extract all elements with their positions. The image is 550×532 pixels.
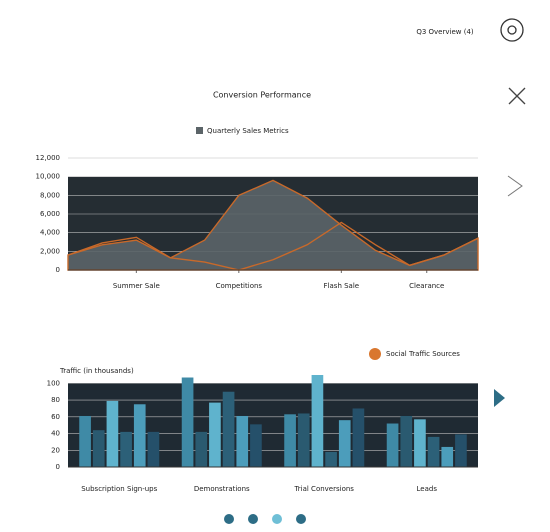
chart-title: Conversion Performance [213,91,311,100]
x-tick-label: Demonstrations [194,485,250,493]
x-tick-label: Flash Sale [324,282,360,290]
x-tick-label: Clearance [409,282,444,290]
line [67,221,479,271]
bar [338,420,351,467]
y-tick-label: 60 [51,413,60,421]
legend-label: Social Traffic Sources [386,350,460,358]
pagination[interactable] [224,514,306,524]
bar [236,415,249,467]
x-tick-label: Summer Sale [113,282,160,290]
bar [400,415,413,467]
bar [92,430,105,467]
bar [79,415,91,467]
next-button[interactable] [507,175,523,197]
bar [195,431,208,467]
bar [297,413,310,467]
bar [133,404,146,467]
y-tick-label: 2,000 [40,247,60,255]
bar [106,400,119,467]
y-tick-label: 20 [51,446,60,454]
bar [352,408,365,467]
y-tick-label: 6,000 [40,210,60,218]
header-label: Q3 Overview (4) [416,28,474,36]
y-tick-label: 0 [56,266,60,274]
y-tick-label: 0 [56,463,60,471]
y-tick-label: 10,000 [36,173,61,181]
bar [455,434,467,467]
y-tick-label: 80 [51,396,60,404]
x-tick-label: Leads [417,485,438,493]
y-tick-label: 100 [47,379,60,387]
chart-title: Traffic (in thousands) [59,367,134,375]
bar [441,446,454,467]
bar [120,431,132,467]
y-tick-label: 8,000 [40,191,60,199]
settings-button[interactable] [500,18,524,42]
x-tick-label: Competitions [216,282,263,290]
bar [250,424,262,467]
bar [325,451,337,467]
close-button[interactable] [508,87,526,105]
bar [209,402,221,467]
bar [284,414,296,467]
y-tick-label: 4,000 [40,229,60,237]
y-tick-label: 12,000 [36,154,61,162]
bar [147,431,160,467]
bar [181,377,194,467]
legend-swatch [196,127,203,134]
bar [414,419,426,467]
x-tick-label: Trial Conversions [294,485,355,493]
legend-swatch [369,348,381,360]
bar [386,423,399,467]
y-tick-label: 40 [51,430,60,438]
bar [311,375,324,467]
x-tick-label: Subscription Sign-ups [81,485,157,493]
legend-label: Quarterly Sales Metrics [207,127,289,135]
bar [222,391,235,467]
bar [427,436,440,467]
next-chart-button[interactable] [494,389,505,407]
